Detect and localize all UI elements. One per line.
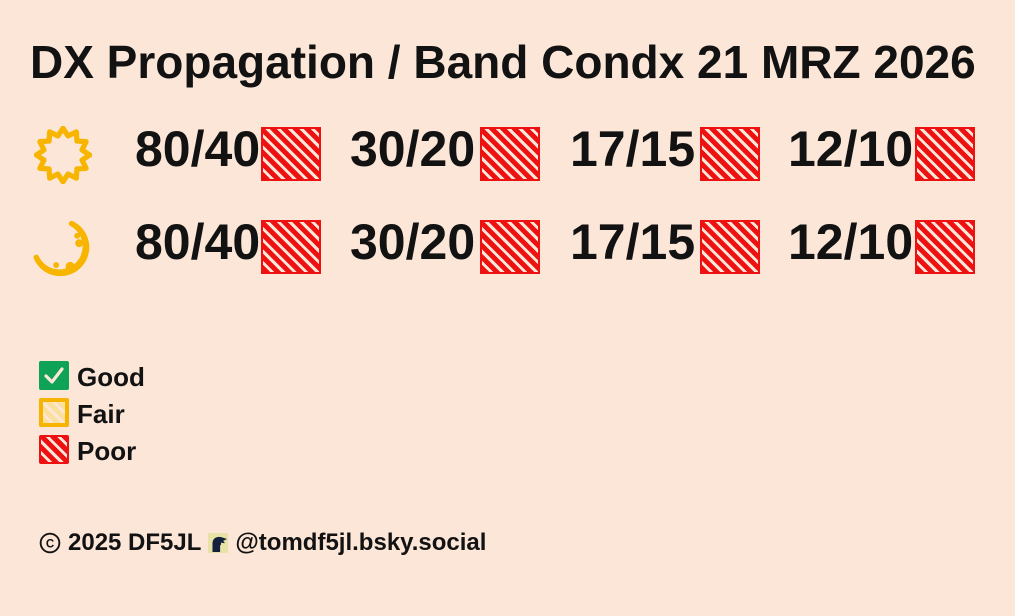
svg-text:C: C <box>46 538 55 550</box>
